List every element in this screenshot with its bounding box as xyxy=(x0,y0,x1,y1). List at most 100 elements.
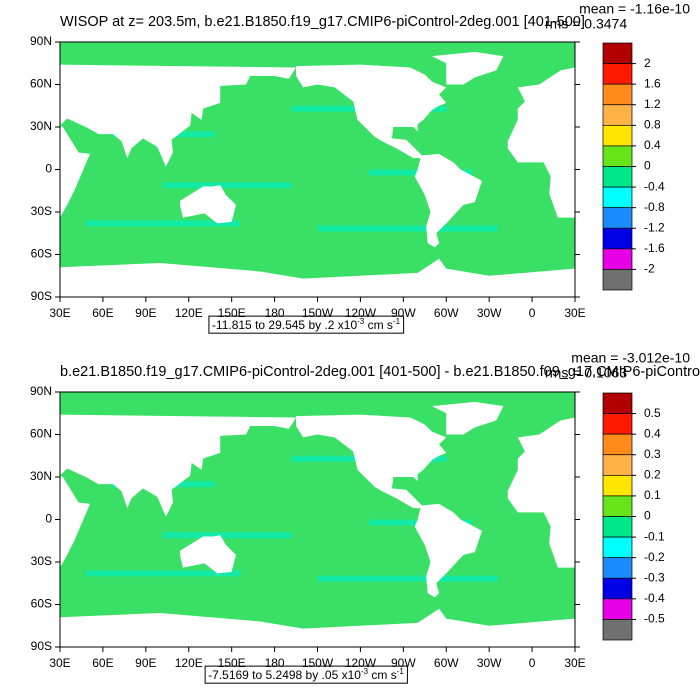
field-band xyxy=(317,575,498,582)
lon-label: 30E xyxy=(564,656,585,670)
colorbar-box xyxy=(602,433,633,456)
colorbar-box xyxy=(602,474,633,497)
colorbar-box xyxy=(602,104,633,126)
colorbar-label: -0.4 xyxy=(644,591,665,605)
land xyxy=(507,67,575,218)
colorbar-box xyxy=(602,516,633,538)
colorbar-label: -1.6 xyxy=(644,241,665,255)
colorbar-label: 0.4 xyxy=(644,138,661,152)
contour-info: -7.5169 to 5.2498 by .05 x10-3 cm s-1 xyxy=(208,667,404,682)
land xyxy=(296,64,447,159)
colorbar-box xyxy=(602,166,633,188)
colorbar-box xyxy=(602,42,633,64)
map-title: b.e21.B1850.f19_g17.CMIP6-piControl-2deg… xyxy=(60,364,700,380)
lon-label: 60E xyxy=(92,306,113,320)
info-part: -7.5169 to 5.2498 by .05 x10 xyxy=(208,668,361,682)
land xyxy=(60,125,91,218)
field-band xyxy=(317,225,498,232)
colorbar-label: -0.1 xyxy=(644,529,665,543)
rms-stat: rms = 0.1063 xyxy=(545,365,627,381)
lon-label: 90E xyxy=(135,656,156,670)
lon-label: 60E xyxy=(92,656,113,670)
colorbar-label: 0.2 xyxy=(644,468,661,482)
lon-label: 150W xyxy=(302,306,334,320)
colorbar-box xyxy=(602,536,633,559)
colorbar-box xyxy=(602,413,633,435)
colorbar-label: 0 xyxy=(644,509,651,523)
lon-label: 120E xyxy=(175,656,203,670)
colorbar-label: 0.5 xyxy=(644,406,661,420)
lon-label: 0 xyxy=(529,306,536,320)
lon-label: 0 xyxy=(529,656,536,670)
colorbar-box xyxy=(602,598,633,620)
colorbar-box xyxy=(602,495,633,517)
colorbar-label: 2 xyxy=(644,56,651,70)
land xyxy=(60,414,297,517)
lat-label: 0 xyxy=(45,162,52,176)
field-band xyxy=(85,570,241,577)
land xyxy=(507,417,575,568)
lon-label: 90W xyxy=(391,656,416,670)
field-band xyxy=(163,182,292,189)
land xyxy=(431,401,504,435)
land xyxy=(414,503,483,598)
lat-label: 90N xyxy=(30,34,52,48)
colorbar-box xyxy=(602,145,633,167)
map-panel: 90N 60N 30N 0 30S 60S 90S 30E 60E 90E 120E 150E 180 1… xyxy=(30,350,700,684)
lon-label: 90E xyxy=(135,306,156,320)
info-part: -3 xyxy=(361,667,369,676)
map-title: WISOP at z= 203.5m, b.e21.B1850.f19_g17.… xyxy=(60,14,585,30)
lon-label: 60W xyxy=(434,656,459,670)
info-box xyxy=(204,665,408,684)
lon-label: 90W xyxy=(391,306,416,320)
info-part: -11.815 to 29.545 by .2 x10 xyxy=(212,318,358,332)
colorbar-box xyxy=(602,619,633,641)
land xyxy=(60,608,575,647)
lon-label: 120E xyxy=(175,306,203,320)
lat-label: 30N xyxy=(30,469,52,483)
colorbar-box xyxy=(602,269,633,291)
info-part: cm s xyxy=(364,318,393,332)
colorbar-box xyxy=(602,248,633,270)
lat-label: 60S xyxy=(31,247,52,261)
lon-label: 30W xyxy=(477,306,502,320)
colorbar-box xyxy=(602,557,633,579)
colorbar-label: 0.3 xyxy=(644,447,661,461)
colorbar-box xyxy=(602,124,633,147)
info-box xyxy=(208,315,405,334)
map-panel: 90N 60N 30N 0 30S 60S 90S 30E 60E 90E 120E 150E 180 1… xyxy=(30,1,690,334)
lat-label: 90S xyxy=(31,289,52,303)
lon-label: 60W xyxy=(434,306,459,320)
colorbar-box xyxy=(602,63,633,85)
rms-stat: rms = 0.3474 xyxy=(545,16,627,32)
lon-label: 30E xyxy=(49,306,70,320)
colorbar-box xyxy=(602,83,633,106)
colorbar-label: 0.8 xyxy=(644,118,661,132)
lon-label: 30W xyxy=(477,656,502,670)
colorbar-label: 1.2 xyxy=(644,97,661,111)
colorbar-box xyxy=(602,207,633,229)
colorbar-label: 1.6 xyxy=(644,76,661,90)
colorbar-label: -2 xyxy=(644,262,655,276)
colorbar-label: -0.5 xyxy=(644,612,665,626)
lon-label: 150E xyxy=(218,306,246,320)
colorbar-label: -0.8 xyxy=(644,200,665,214)
lon-label: 120W xyxy=(345,306,377,320)
colorbar-box xyxy=(602,454,633,476)
lon-label: 180 xyxy=(265,656,285,670)
lon-label: 120W xyxy=(345,656,377,670)
info-part: cm s xyxy=(368,668,397,682)
info-part: -1 xyxy=(397,667,405,676)
lat-label: 90N xyxy=(30,384,52,398)
lat-label: 30S xyxy=(31,204,52,218)
colorbar-label: -0.2 xyxy=(644,550,665,564)
colorbar-label: -0.3 xyxy=(644,570,665,584)
colorbar-box xyxy=(602,392,633,414)
info-part: -1 xyxy=(393,317,401,326)
lat-label: 0 xyxy=(45,512,52,526)
lat-label: 60N xyxy=(30,427,52,441)
land xyxy=(60,475,91,568)
colorbar-label: 0 xyxy=(644,159,651,173)
lon-label: 180 xyxy=(265,306,285,320)
